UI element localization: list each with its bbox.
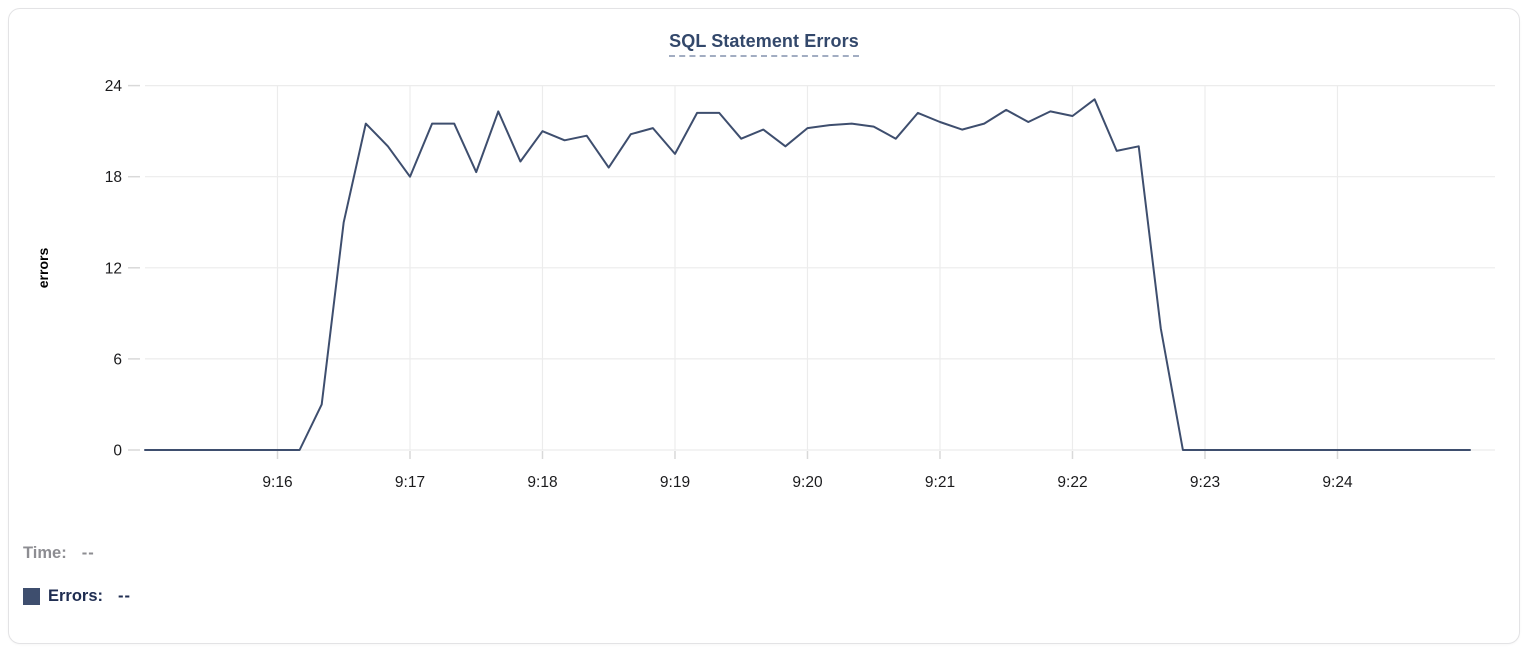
legend-errors-value: -- — [118, 587, 132, 605]
x-tick-label: 9:20 — [792, 474, 823, 491]
y-axis-title: errors — [35, 248, 51, 289]
x-tick-label: 9:22 — [1057, 474, 1087, 491]
x-tick-label: 9:23 — [1190, 474, 1220, 491]
errors-series-swatch — [23, 588, 40, 605]
errors-series-line — [144, 98, 1471, 451]
legend-row-errors[interactable]: Errors: -- — [23, 587, 131, 606]
x-tick-label: 9:19 — [660, 474, 690, 491]
x-tick-label: 9:24 — [1322, 474, 1353, 491]
y-tick-label: 18 — [105, 169, 122, 186]
x-tick-label: 9:16 — [262, 474, 292, 491]
x-tick-label: 9:17 — [395, 474, 425, 491]
legend-row-time: Time: -- — [23, 544, 95, 563]
legend-time-value: -- — [81, 544, 95, 562]
legend-errors-label: Errors: — [48, 587, 104, 605]
x-tick-label: 9:18 — [527, 474, 557, 491]
y-tick-label: 6 — [113, 351, 122, 368]
chart-header: SQL Statement Errors — [0, 31, 1528, 57]
y-tick-label: 24 — [105, 78, 123, 95]
chart-panel — [8, 8, 1520, 644]
y-tick-label: 12 — [105, 260, 122, 277]
x-tick-label: 9:21 — [925, 474, 955, 491]
chart-title[interactable]: SQL Statement Errors — [669, 31, 859, 57]
legend-time-label: Time: — [23, 544, 67, 562]
y-tick-label: 0 — [113, 443, 122, 460]
